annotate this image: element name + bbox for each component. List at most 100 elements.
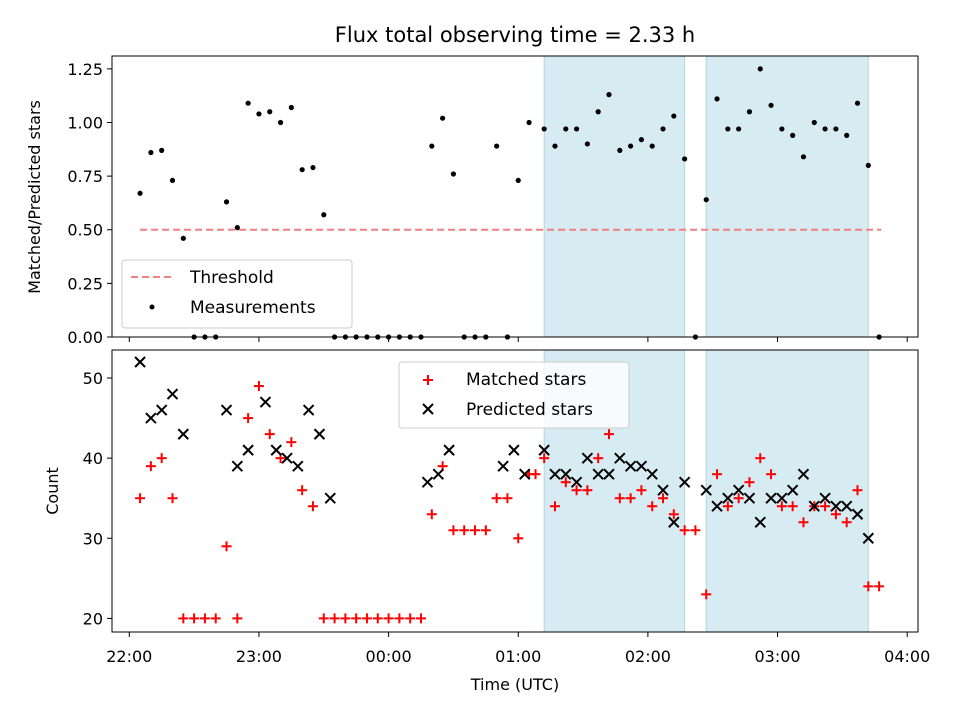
bottom-legend: Matched stars Predicted stars: [398, 361, 630, 429]
measurement-point: [682, 156, 688, 162]
matched-star-point: [135, 493, 146, 504]
matched-star-point: [776, 501, 787, 512]
predicted-star-point: [614, 452, 626, 464]
predicted-star-point: [508, 444, 520, 456]
matched-star-point: [513, 533, 524, 544]
matched-star-point: [145, 461, 156, 472]
x-tick-label: 02:00: [625, 647, 671, 666]
y-tick-label: 40: [83, 449, 103, 468]
matched-star-point: [448, 525, 459, 536]
top-legend: Threshold Measurements: [121, 259, 353, 329]
matched-star-point: [480, 525, 491, 536]
predicted-star-point: [259, 396, 272, 408]
matched-star-point: [766, 469, 777, 480]
matched-star-point: [178, 613, 189, 624]
predicted-star-point: [497, 460, 509, 472]
predicted-star-point: [324, 492, 336, 504]
top-axes-frame: [111, 55, 919, 338]
predicted-star-point: [220, 404, 233, 416]
measurement-point: [148, 149, 154, 156]
measurement-point: [606, 92, 612, 98]
x-tick-label: 22:00: [106, 647, 152, 666]
measurement-point: [450, 171, 457, 177]
predicted-star-point: [603, 468, 615, 480]
predicted-star-point: [134, 356, 146, 368]
measurement-point: [790, 132, 796, 138]
shaded-span-1: [543, 55, 686, 338]
matched-star-point: [841, 517, 852, 528]
measurement-point: [595, 109, 601, 115]
matched-star-point: [199, 613, 210, 624]
measurement-point: [526, 119, 532, 126]
measurement-point: [854, 100, 861, 106]
x-tick-label: 23:00: [236, 647, 282, 666]
measurement-point: [800, 154, 807, 160]
matched-star-point: [307, 501, 318, 512]
matched-star-point: [340, 613, 351, 624]
y-tick-label: 20: [83, 609, 103, 628]
matched-star-point: [426, 509, 437, 520]
y-tick-label: 50: [83, 369, 103, 388]
top-axes: 0.00 0.25 0.50 0.75 1.00 1.25 Matched/Predict…: [25, 55, 919, 347]
matched-star-point: [491, 493, 502, 504]
bottom-ylabel: Count: [43, 467, 62, 515]
measurement-point: [277, 119, 284, 126]
measurement-point: [746, 109, 753, 115]
y-tick-label: 0.75: [67, 167, 103, 186]
matched-star-point: [405, 613, 416, 624]
legend-predicted-marker: [422, 403, 434, 415]
matched-star-point: [582, 485, 593, 496]
predicted-star-point: [145, 412, 157, 424]
predicted-star-point: [166, 388, 179, 400]
predicted-star-point: [592, 468, 604, 480]
predicted-star-point: [851, 508, 864, 520]
measurement-point: [725, 126, 731, 132]
y-tick-label: 0.50: [67, 221, 103, 240]
matched-star-point: [733, 493, 744, 504]
matched-star-point: [539, 453, 550, 464]
predicted-star-point: [668, 516, 680, 528]
matched-star-point: [701, 589, 712, 600]
matched-star-point: [863, 581, 874, 592]
matched-star-point: [167, 493, 178, 504]
matched-star-point: [530, 469, 541, 480]
matched-star-point: [297, 485, 308, 496]
x-tick-label: 01:00: [495, 647, 541, 666]
figure-title: Flux total observing time = 2.33 h: [335, 23, 695, 47]
measurement-point: [736, 126, 742, 132]
measurement-point: [563, 126, 569, 132]
matched-star-point: [625, 493, 636, 504]
measurement-point: [429, 143, 435, 149]
predicted-star-point: [549, 468, 561, 480]
measurement-point: [573, 126, 580, 132]
shaded-span-2: [705, 55, 869, 338]
measurement-point: [288, 104, 294, 111]
measurement-point: [541, 126, 547, 132]
matched-star-point: [318, 613, 329, 624]
measurement-point: [714, 96, 720, 102]
measurement-point: [494, 143, 500, 149]
matched-star-point: [210, 613, 221, 624]
predicted-star-point: [862, 532, 875, 544]
predicted-star-point: [302, 404, 315, 416]
measurement-point: [169, 177, 176, 184]
matched-star-point: [744, 477, 755, 488]
predicted-star-point: [231, 460, 244, 472]
matched-star-point: [571, 485, 582, 496]
measurement-point: [660, 126, 666, 132]
predicted-star-point: [242, 444, 254, 456]
measurement-point: [159, 147, 165, 153]
matched-star-point: [243, 413, 254, 424]
y-tick-label: 0.00: [67, 328, 103, 347]
predicted-star-point: [570, 476, 583, 488]
predicted-star-point: [722, 492, 734, 504]
measurement-point: [779, 126, 785, 132]
matched-star-point: [593, 453, 604, 464]
bottom-ticks: 22:00 23:00 00:00 01:00 02:00 03:00 04:00 20 30 4…: [83, 369, 931, 666]
predicted-star-point: [732, 484, 745, 496]
matched-star-point: [156, 453, 167, 464]
matched-star-point: [636, 485, 647, 496]
legend-measurements-label: Measurements: [190, 298, 316, 318]
predicted-star-point: [657, 484, 669, 496]
